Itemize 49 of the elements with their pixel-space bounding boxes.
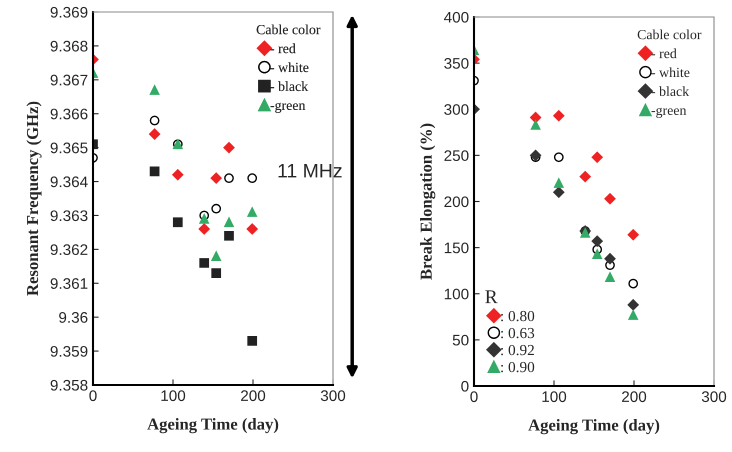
legend-label: - red — [270, 43, 296, 54]
y-tick-label: 300 — [444, 104, 469, 115]
annotation: : 0.80 — [501, 310, 534, 322]
x-axis-title: Ageing Time (day) — [147, 418, 278, 434]
y-tick-label: 9.364 — [50, 176, 88, 188]
legend-label: - red — [652, 48, 677, 58]
x-tick-label: 0 — [89, 390, 97, 402]
y-tick-label: 50 — [452, 334, 469, 346]
x-tick-label: 300 — [702, 391, 726, 402]
legend-label: - white — [652, 67, 690, 78]
annotation: 11 MHz — [278, 164, 342, 178]
y-tick-label: 400 — [444, 12, 469, 23]
legend-label: - black — [652, 86, 690, 96]
y-tick-label: 9.365 — [50, 142, 88, 154]
y-tick-label: 9.362 — [50, 244, 88, 256]
y-tick-label: 9.366 — [50, 108, 88, 120]
y-tick-label: 9.36 — [59, 312, 88, 323]
annotation: : 0.63 — [501, 328, 534, 338]
legend-label: - black — [270, 81, 308, 92]
x-tick-label: 0 — [470, 391, 478, 402]
y-tick-label: 9.367 — [50, 74, 88, 86]
y-tick-label: 0 — [461, 380, 469, 392]
y-axis-title: Resonant Frequency (GHz) — [26, 102, 42, 296]
x-axis-title: Ageing Time (day) — [528, 418, 660, 434]
y-axis-title: Break Elongation (%) — [420, 124, 436, 280]
x-tick-label: 200 — [241, 390, 266, 402]
y-tick-label: 9.359 — [50, 346, 88, 357]
legend-label: -green — [270, 102, 306, 113]
legend-label: - white — [270, 62, 308, 72]
annotation: : 0.92 — [501, 344, 534, 356]
y-tick-label: 150 — [444, 242, 469, 254]
y-tick-label: 9.368 — [50, 40, 88, 52]
x-tick-label: 100 — [542, 391, 566, 402]
x-tick-label: 200 — [622, 391, 646, 402]
y-tick-label: 9.363 — [50, 210, 88, 222]
legend-title: Cable color — [638, 30, 702, 40]
y-tick-label: 9.369 — [50, 6, 88, 18]
y-tick-label: 100 — [444, 288, 469, 300]
legend-title: Cable color — [256, 24, 320, 34]
y-tick-label: 9.361 — [50, 278, 88, 289]
y-tick-label: 350 — [444, 58, 469, 69]
legend-label: -green — [652, 108, 686, 118]
annotation: : 0.90 — [501, 362, 534, 372]
x-tick-label: 300 — [320, 390, 346, 402]
y-tick-label: 200 — [444, 196, 469, 208]
y-tick-label: 250 — [444, 150, 469, 162]
x-tick-label: 100 — [161, 390, 186, 402]
y-tick-label: 9.358 — [50, 380, 88, 391]
annotation: R — [485, 290, 498, 304]
